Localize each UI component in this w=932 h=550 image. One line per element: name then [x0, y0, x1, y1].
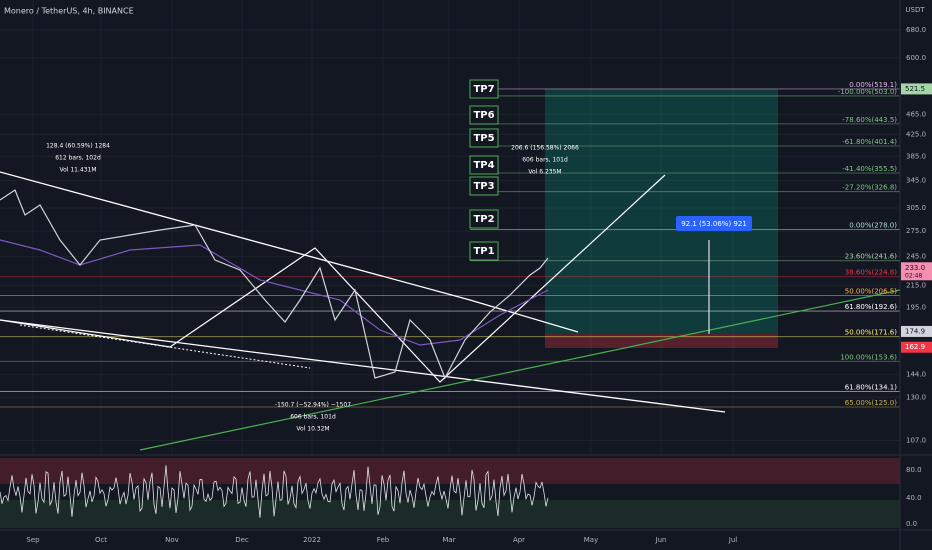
rsi-tick: 0.0 [906, 520, 917, 528]
price-tick: 600.0 [906, 54, 926, 62]
measurement-text: 606 bars, 101d [290, 414, 336, 421]
price-tick: 107.0 [906, 437, 926, 445]
fib-label: 61.80%(134.1) [845, 383, 897, 391]
price-tick: 195.0 [906, 303, 926, 311]
price-tick: 680.0 [906, 26, 926, 34]
fib-label: 0.00%(519.1) [849, 81, 897, 89]
time-label: Feb [377, 536, 390, 544]
time-label: 2022 [303, 536, 321, 544]
rsi-oversold-band [0, 500, 900, 528]
time-label: Mar [442, 536, 455, 544]
fib-label: 0.00%(278.0) [849, 222, 897, 230]
target-label: TP1 [473, 246, 494, 257]
price-badge [901, 325, 932, 337]
long-stop-zone [545, 334, 778, 348]
target-box [469, 128, 499, 148]
price-badge-label: 174.9 [905, 327, 925, 335]
fib-label: 23.60%(241.6) [845, 253, 897, 261]
measurement-text: 128.4 (60.59%) 1284 [46, 143, 110, 150]
price-tick: 245.0 [906, 253, 926, 261]
rsi-tick: 80.0 [906, 466, 922, 474]
price-badge [901, 262, 932, 281]
fib-label: 38.60%(224.8) [845, 269, 897, 277]
price-badge-label: 162.9 [905, 343, 925, 351]
measurement-text: Vol 6.235M [528, 169, 561, 176]
target-label: TP7 [473, 84, 494, 95]
price-badge [901, 341, 932, 353]
price-badge [901, 83, 932, 95]
price-tick: 144.0 [906, 371, 926, 379]
measurement-text: Vol 10.32M [296, 426, 329, 433]
price-badge-label: 521.5 [905, 85, 925, 93]
time-label: Sep [26, 536, 40, 544]
target-label: TP2 [473, 214, 494, 225]
target-label: TP5 [473, 133, 494, 144]
time-label: Apr [513, 536, 525, 544]
measurement-text: Vol 11.431M [59, 167, 96, 174]
target-box [469, 105, 499, 125]
pattern-line [0, 174, 666, 383]
fib-label: 65.00%(125.0) [845, 399, 897, 407]
price-tick: 215.0 [906, 282, 926, 290]
price-tick: 305.0 [906, 204, 926, 212]
fib-label: -27.20%(326.8) [842, 184, 897, 192]
dotted-line [19, 324, 311, 369]
price-line [0, 189, 549, 380]
rsi-overbought-band [0, 458, 900, 484]
time-label: Oct [95, 536, 107, 544]
price-tick: 425.0 [906, 130, 926, 138]
price-tick: 465.0 [906, 110, 926, 118]
fib-label: -78.60%(443.5) [842, 116, 897, 124]
rsi-line [0, 465, 549, 518]
time-label: Jun [655, 536, 667, 544]
target-box [469, 176, 499, 196]
measure-label-box [676, 216, 752, 231]
chart-title: Monero / TetherUS, 4h, BINANCE [4, 7, 134, 16]
fib-label: 50.00%(206.5) [845, 288, 897, 296]
time-label: Dec [235, 536, 249, 544]
fib-label: -100.00%(503.0) [838, 88, 897, 96]
price-tick: 130.0 [906, 393, 926, 401]
price-tick: 345.0 [906, 177, 926, 185]
target-box [469, 79, 499, 99]
fib-label: 50.00%(171.6) [845, 329, 897, 337]
fib-label: -41.40%(355.5) [842, 165, 897, 173]
fib-levels [0, 88, 900, 408]
measurement-text: 612 bars, 102d [55, 155, 101, 162]
time-label: May [584, 536, 598, 544]
price-badge-label: 233.0 [905, 264, 925, 272]
trendline [0, 319, 726, 413]
target-label: TP4 [473, 160, 494, 171]
fib-label: 100.00%(153.6) [840, 353, 897, 361]
time-label: Nov [165, 536, 179, 544]
price-tick: 385.0 [906, 152, 926, 160]
price-tick: 275.0 [906, 227, 926, 235]
fib-label: 61.80%(192.6) [845, 303, 897, 311]
fib-label: -61.80%(401.4) [842, 138, 897, 146]
price-badge-sub: 02:48 [905, 272, 922, 279]
measurement-text: -150.7 (−52.94%) −1507 [275, 402, 351, 409]
long-target-zone [545, 89, 778, 334]
trendline [0, 171, 579, 333]
support-line [139, 289, 901, 451]
target-label: TP3 [473, 181, 494, 192]
measure-label: 92.1 (53.06%) 921 [681, 220, 747, 228]
rsi-tick: 40.0 [906, 494, 922, 502]
currency-label: USDT [905, 6, 925, 14]
target-box [469, 241, 499, 261]
time-label: Jul [728, 536, 738, 544]
target-box [469, 155, 499, 175]
measurement-text: 606 bars, 101d [522, 157, 568, 164]
target-box [469, 209, 499, 229]
target-label: TP6 [473, 110, 494, 121]
measurement-text: 206.6 (156.58%) 2066 [511, 145, 579, 152]
